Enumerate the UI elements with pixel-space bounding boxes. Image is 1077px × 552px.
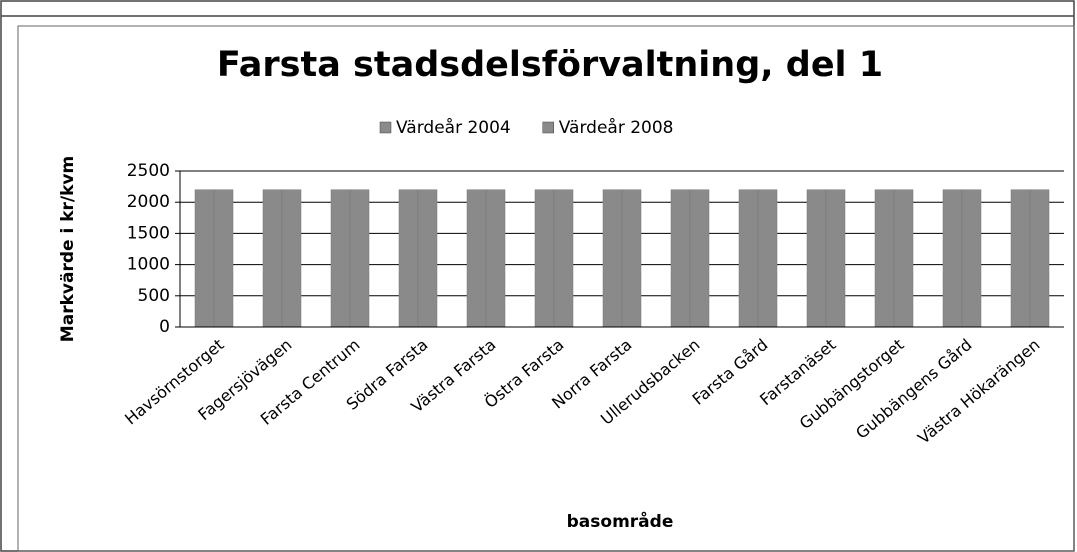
bar bbox=[213, 189, 234, 328]
bar bbox=[825, 189, 846, 328]
bar bbox=[689, 189, 710, 328]
y-axis-label: Markvärde i kr/kvm bbox=[58, 156, 78, 342]
bar bbox=[281, 189, 302, 328]
bar bbox=[398, 189, 419, 328]
legend-swatch bbox=[542, 121, 554, 134]
y-tick-label: 500 bbox=[138, 286, 170, 306]
y-tick-label: 1500 bbox=[127, 223, 170, 243]
bar bbox=[466, 189, 487, 328]
bar bbox=[262, 189, 283, 328]
y-tick-label: 2000 bbox=[127, 192, 170, 212]
bar bbox=[349, 189, 370, 328]
y-tick-label: 1000 bbox=[127, 255, 170, 275]
bar bbox=[874, 189, 895, 328]
bar bbox=[553, 189, 574, 328]
bar bbox=[1029, 189, 1050, 328]
bar bbox=[534, 189, 555, 328]
x-tick-label: Gubbängens Gård bbox=[852, 335, 975, 443]
legend-label: Värdeår 2004 bbox=[396, 117, 511, 138]
legend-swatch bbox=[379, 121, 392, 134]
x-tick-label: Västra Hökarängen bbox=[914, 335, 1043, 448]
bar bbox=[942, 189, 963, 328]
chart-title: Farsta stadsdelsförvaltning, del 1 bbox=[217, 45, 883, 85]
bar bbox=[330, 189, 351, 328]
bar bbox=[194, 189, 215, 328]
chart-area bbox=[17, 25, 1075, 552]
bar bbox=[485, 189, 506, 328]
y-tick-label: 2500 bbox=[127, 161, 170, 181]
bar bbox=[670, 189, 691, 328]
bar bbox=[621, 189, 642, 328]
bar bbox=[757, 189, 778, 328]
bar bbox=[806, 189, 827, 328]
bar bbox=[602, 189, 623, 328]
bar bbox=[893, 189, 914, 328]
bar bbox=[738, 189, 759, 328]
y-tick-label: 0 bbox=[159, 317, 170, 337]
bar bbox=[1010, 189, 1031, 328]
legend-label: Värdeår 2008 bbox=[559, 117, 674, 138]
bar bbox=[417, 189, 438, 328]
x-axis-label: basområde bbox=[567, 510, 674, 532]
bar bbox=[961, 189, 982, 328]
